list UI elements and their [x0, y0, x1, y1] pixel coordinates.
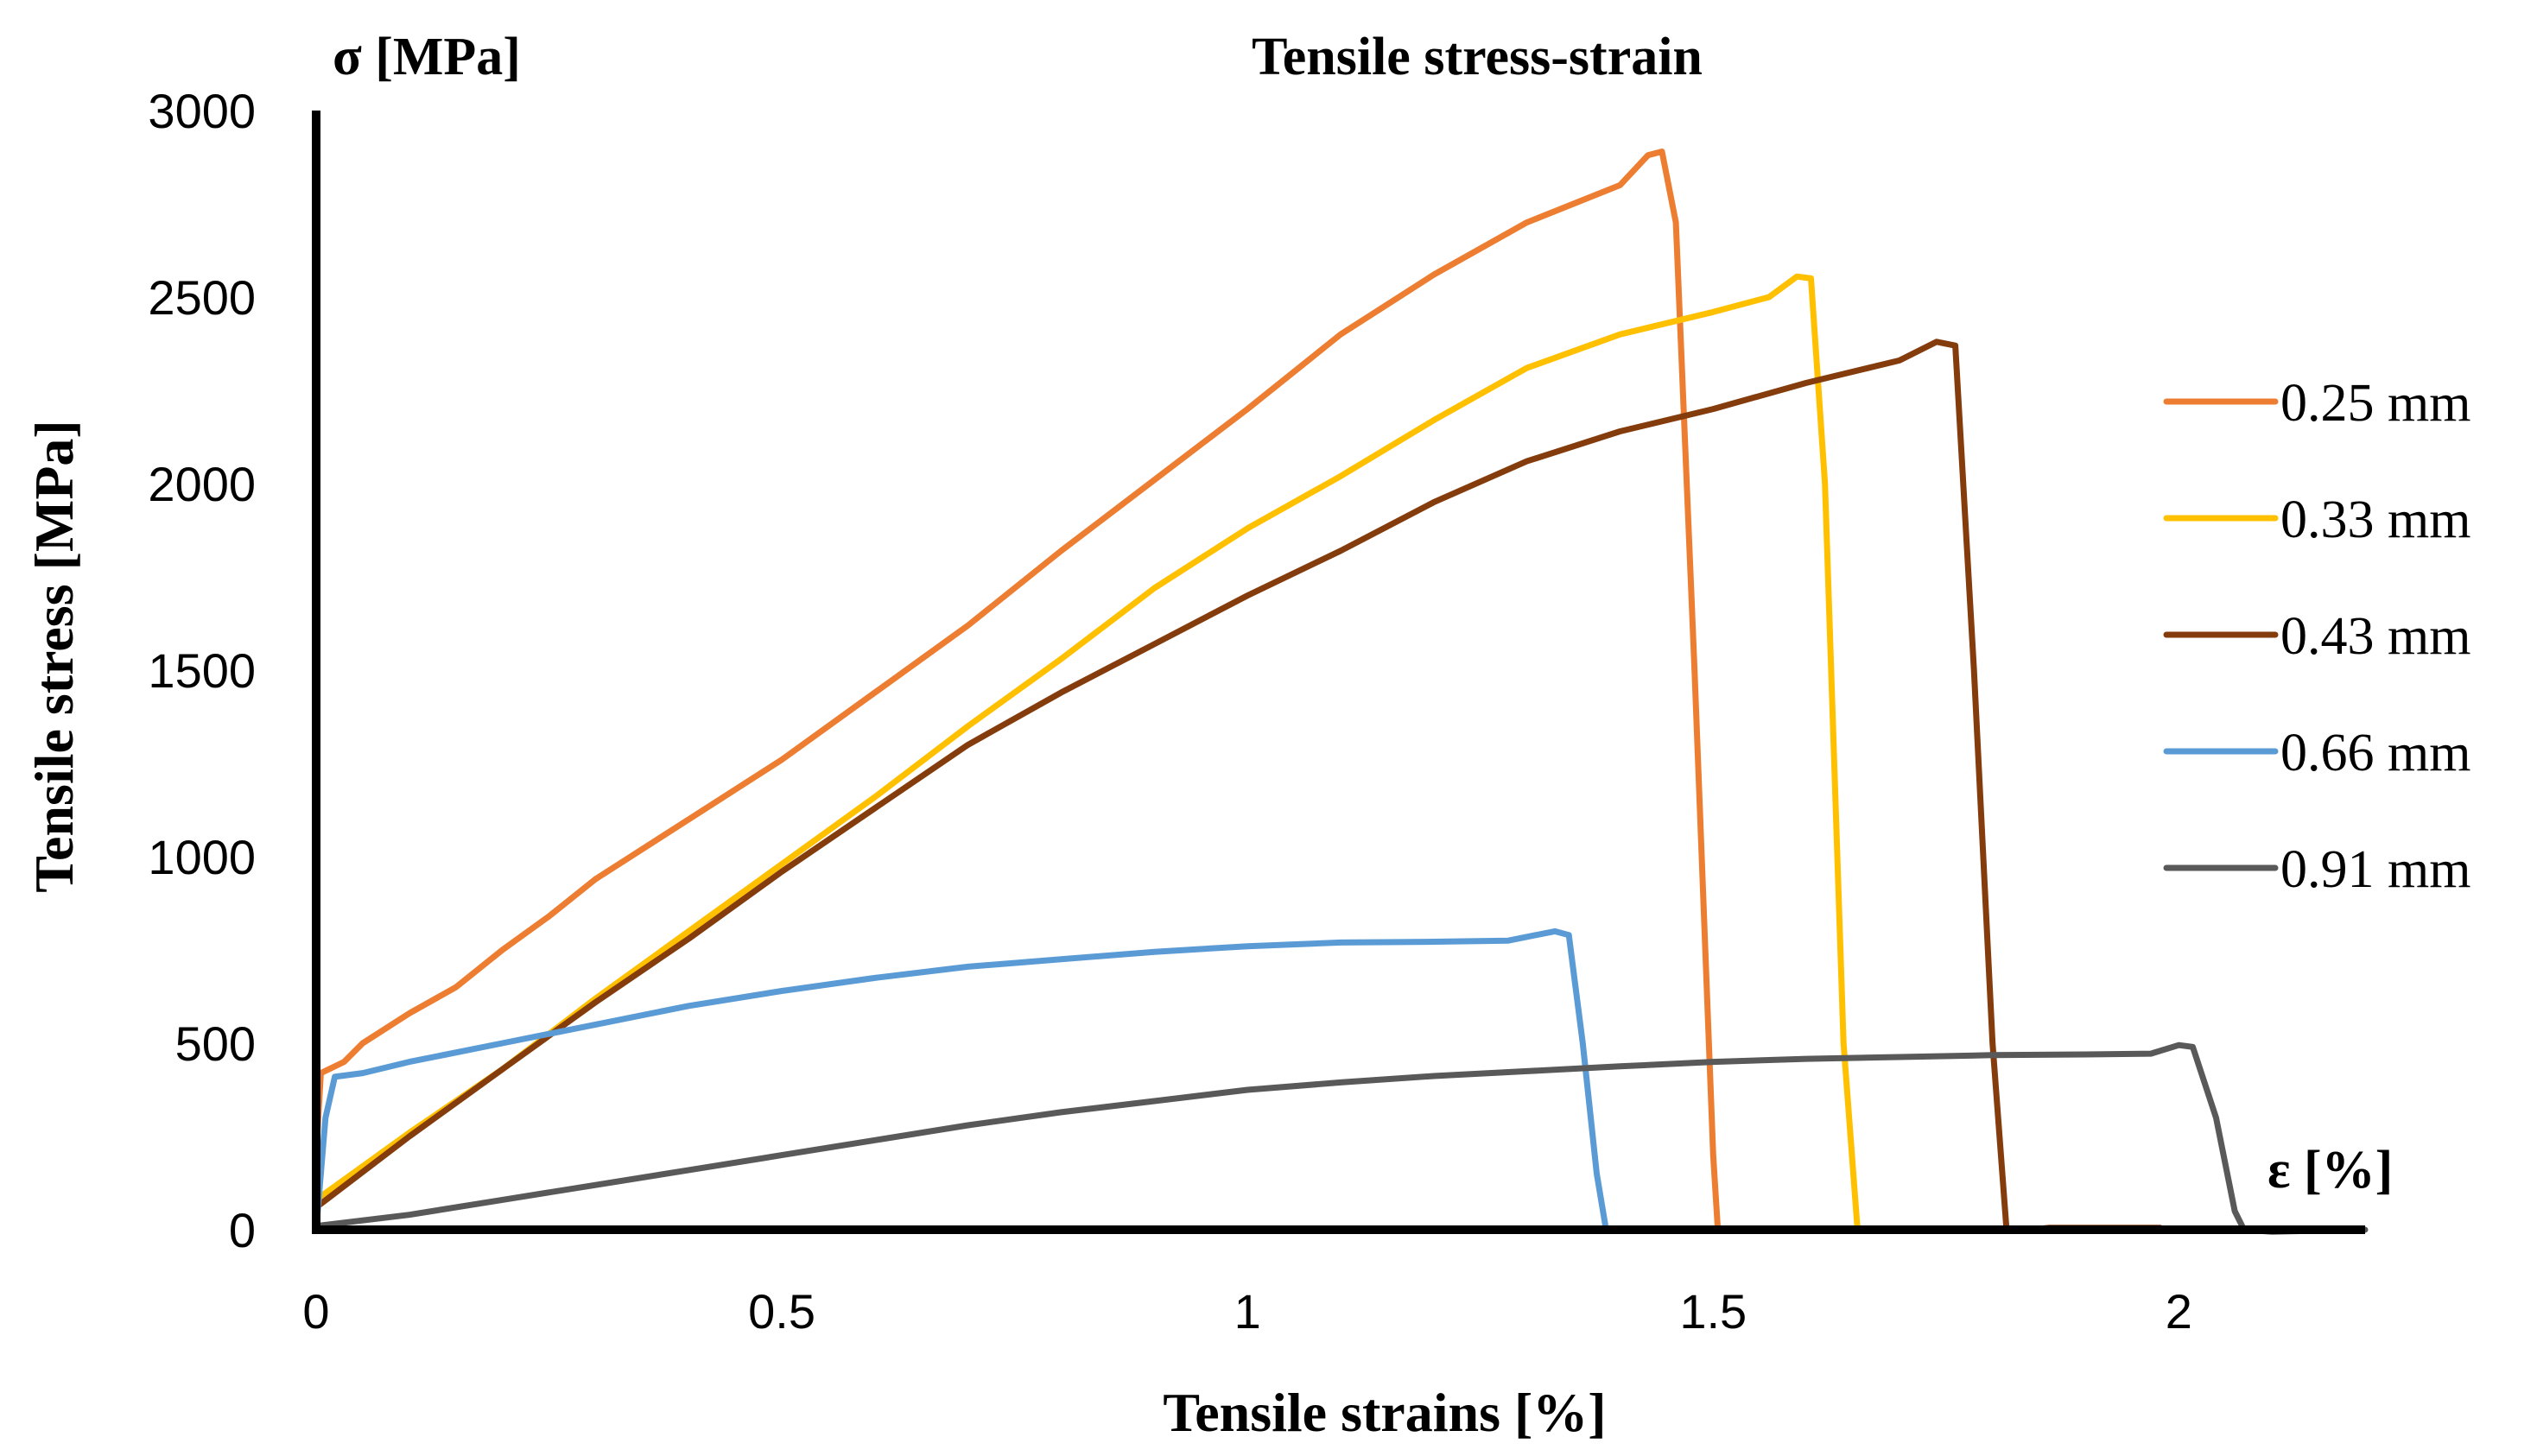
- series-line-3: [313, 339, 2164, 1233]
- series-lines: [313, 149, 2369, 1235]
- y-tick-label: 3000: [148, 84, 256, 138]
- series-line-1: [313, 149, 1722, 1233]
- legend-label: 0.43 mm: [2280, 607, 2470, 666]
- series-line-2: [313, 273, 1861, 1233]
- y-axis-marker: σ [MPa]: [333, 28, 521, 86]
- series-line-5: [313, 1041, 2369, 1235]
- legend-label: 0.25 mm: [2280, 374, 2470, 433]
- x-tick-label: 1: [1234, 1284, 1261, 1339]
- legend-label: 0.66 mm: [2280, 724, 2470, 782]
- y-tick-label: 2500: [148, 270, 256, 325]
- y-tick-label: 1000: [148, 830, 256, 884]
- y-tick-label: 1500: [148, 643, 256, 698]
- legend-label: 0.33 mm: [2280, 491, 2470, 549]
- y-tick-label: 2000: [148, 457, 256, 511]
- x-tick-label: 1.5: [1679, 1284, 1747, 1339]
- y-tick-labels: 0 500 1000 1500 2000 2500 3000: [148, 84, 256, 1257]
- series-line-4: [313, 927, 1609, 1233]
- legend: 0.25 mm 0.33 mm 0.43 mm 0.66 mm 0.91 mm: [2163, 374, 2470, 899]
- chart-title: Tensile stress-strain: [1252, 28, 1703, 86]
- x-tick-label: 2: [2166, 1284, 2192, 1339]
- x-axis-marker: ε [%]: [2267, 1141, 2393, 1200]
- axes: [312, 111, 2365, 1234]
- x-tick-label: 0.5: [748, 1284, 815, 1339]
- y-tick-label: 0: [229, 1203, 256, 1257]
- x-tick-label: 0: [302, 1284, 329, 1339]
- y-axis-label: Tensile stress [MPa]: [23, 420, 85, 893]
- y-tick-label: 500: [175, 1016, 256, 1071]
- x-axis-label: Tensile strains [%]: [1163, 1382, 1606, 1443]
- x-tick-labels: 0 0.5 1 1.5 2: [302, 1284, 2192, 1339]
- legend-label: 0.91 mm: [2280, 840, 2470, 899]
